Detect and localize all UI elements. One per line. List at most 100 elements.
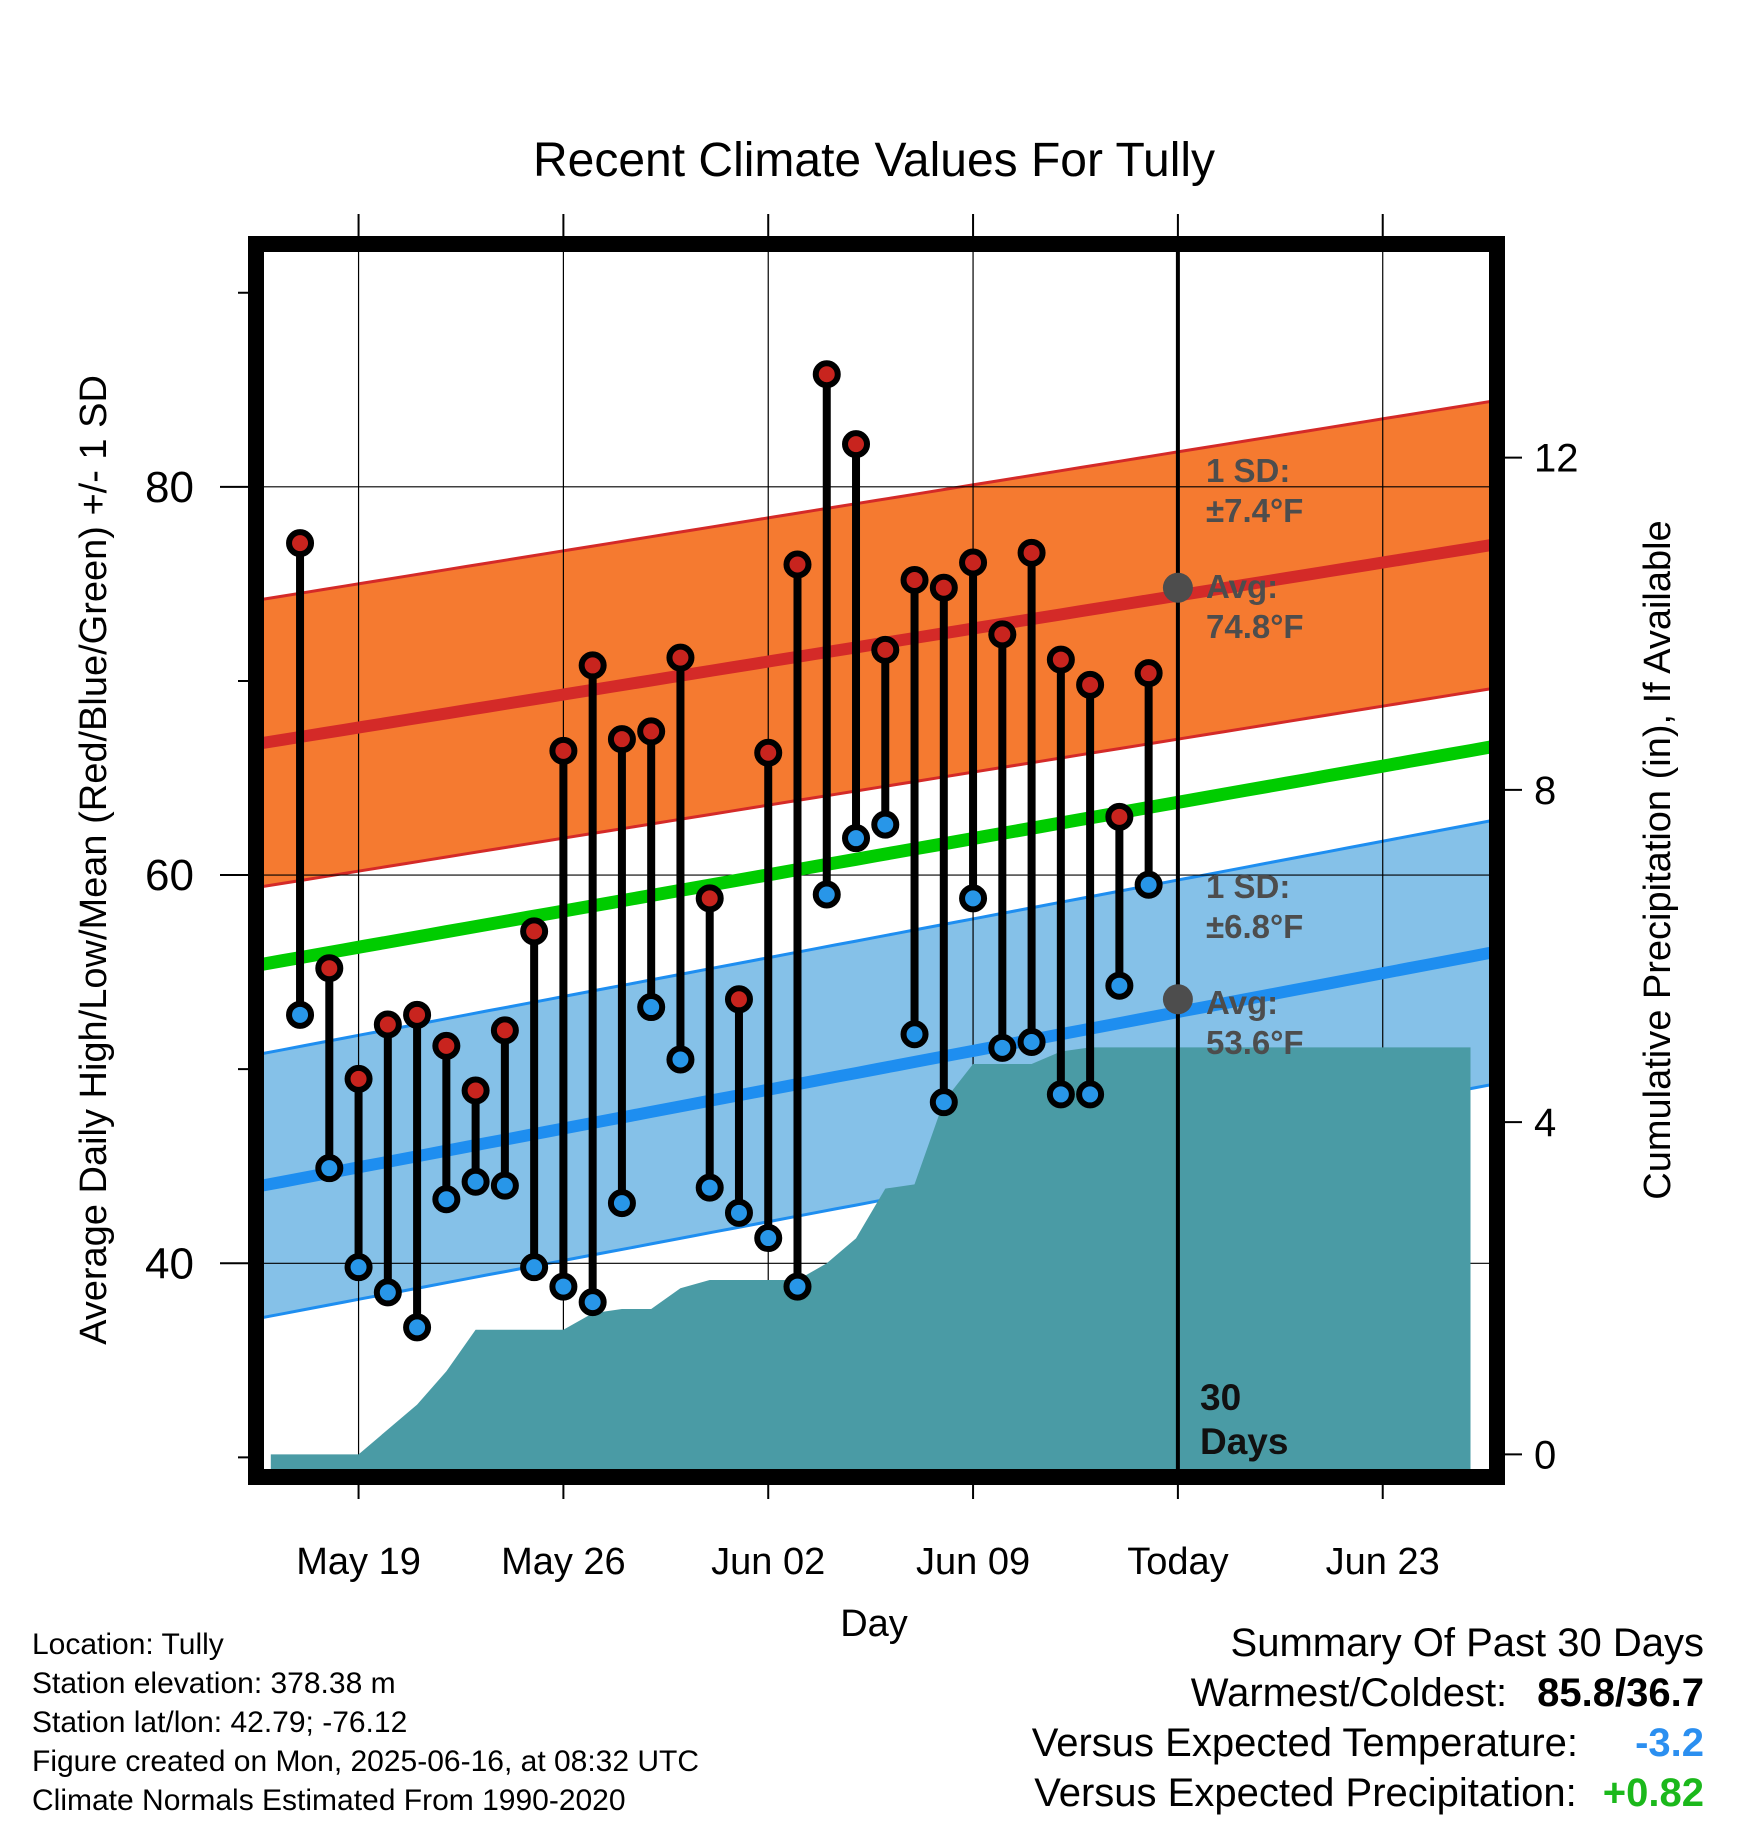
daily-high-point: [1017, 538, 1046, 567]
high-avg-label: Avg:: [1206, 568, 1278, 605]
y2-tick-label-0: 0: [1534, 1433, 1556, 1477]
normal-low-today-marker: [1162, 984, 1193, 1015]
daily-low-point: [549, 1272, 578, 1301]
x-tick-label-1: May 26: [501, 1541, 626, 1583]
temp-row: Versus Expected Temperature: -3.2: [1032, 1718, 1704, 1768]
daily-high-point: [461, 1076, 490, 1105]
daily-low-point: [315, 1154, 344, 1183]
daily-low-point: [578, 1288, 607, 1317]
daily-low-point: [783, 1272, 812, 1301]
daily-low-point: [520, 1253, 549, 1282]
precip-row: Versus Expected Precipitation: +0.82: [1032, 1768, 1704, 1818]
daily-low-point: [432, 1185, 461, 1214]
daily-low-point: [754, 1224, 783, 1253]
normal-mean-line: [262, 740, 1491, 971]
high-band-lower-edge: [262, 687, 1491, 889]
normal-annotations: 1 SD: ±7.4°F Avg: 74.8°F 1 SD: ±6.8°F Av…: [1206, 452, 1304, 1061]
daily-high-point: [900, 566, 929, 594]
today-days-line-1: 30: [1200, 1377, 1241, 1418]
daily-high-point: [754, 738, 783, 767]
created-text: Figure created on Mon, 2025-06-16, at 08…: [32, 1745, 700, 1778]
high-band-upper-edge: [262, 399, 1491, 601]
daily-low-point: [871, 810, 900, 839]
daily-high-point: [286, 529, 315, 558]
latlon-text: Station lat/lon: 42.79; -76.12: [32, 1706, 408, 1739]
today-days-line-2: Days: [1200, 1421, 1288, 1462]
station-info: Location: Tully Station elevation: 378.3…: [32, 1625, 699, 1820]
daily-low-point: [929, 1088, 958, 1117]
y-axis-label: Average Daily High/Low/Mean (Red/Blue/Gr…: [73, 375, 115, 1345]
daily-high-point: [1076, 670, 1105, 699]
chart-title: Recent Climate Values For Tully: [533, 134, 1215, 187]
high-sd-label: 1 SD:: [1206, 452, 1290, 489]
daily-high-point: [520, 917, 549, 946]
daily-high-point: [929, 573, 958, 602]
daily-points: [286, 360, 1163, 1342]
y2-tick-label-1: 4: [1534, 1101, 1556, 1145]
daily-high-point: [1105, 802, 1134, 831]
warm-cold-row: Warmest/Coldest: 85.8/36.7: [1032, 1668, 1704, 1718]
precipitation-area: [270, 1047, 1471, 1471]
daily-high-point: [988, 620, 1017, 649]
daily-low-point: [286, 1000, 315, 1029]
daily-low-point: [959, 884, 988, 913]
warm-cold-value: 85.8/36.7: [1537, 1671, 1704, 1715]
daily-high-point: [315, 954, 344, 983]
daily-low-point: [490, 1171, 519, 1200]
daily-high-point: [344, 1064, 373, 1093]
y-tick-label-2: 80: [145, 463, 194, 512]
normal-low-line: [262, 946, 1491, 1192]
daily-low-point: [403, 1313, 432, 1342]
temp-label: Versus Expected Temperature:: [1031, 1721, 1578, 1765]
low-sd-value: ±6.8°F: [1206, 908, 1303, 945]
daily-high-point: [724, 985, 753, 1014]
daily-low-point: [1076, 1080, 1105, 1109]
daily-low-point: [900, 1020, 929, 1049]
temp-value: -3.2: [1635, 1721, 1704, 1765]
high-avg-value: 74.8°F: [1206, 608, 1304, 645]
daily-low-point: [812, 880, 841, 909]
plot-area: 1 SD: ±7.4°F Avg: 74.8°F 1 SD: ±6.8°F Av…: [262, 250, 1491, 1471]
normals-text: Climate Normals Estimated From 1990-2020: [32, 1784, 626, 1817]
daily-high-point: [578, 651, 607, 680]
low-avg-value: 53.6°F: [1206, 1024, 1304, 1061]
daily-low-point: [1017, 1028, 1046, 1056]
daily-high-point: [607, 725, 636, 754]
daily-low-point: [724, 1198, 753, 1227]
daily-low-point: [461, 1167, 490, 1196]
y2-tick-label-2: 8: [1534, 769, 1556, 813]
daily-high-point: [637, 717, 666, 746]
daily-high-point: [432, 1031, 461, 1060]
y2-tick-label-3: 12: [1534, 437, 1579, 481]
low-avg-label: Avg:: [1206, 984, 1278, 1021]
plot-frame: [248, 236, 1505, 1485]
daily-high-point: [1046, 645, 1075, 674]
today-days-label: 30 Days: [1200, 1377, 1288, 1462]
daily-low-point: [1105, 971, 1134, 1000]
location-text: Location: Tully: [32, 1628, 224, 1661]
daily-high-point: [490, 1016, 519, 1045]
low-band-upper-edge: [262, 819, 1491, 1056]
precip-value: +0.82: [1602, 1771, 1704, 1815]
daily-high-point: [373, 1010, 402, 1039]
daily-low-point: [666, 1045, 695, 1074]
summary-panel: Summary Of Past 30 Days Warmest/Coldest:…: [1032, 1618, 1704, 1818]
daily-low-point: [988, 1033, 1017, 1062]
x-tick-label-2: Jun 02: [711, 1541, 825, 1583]
x-tick-label-0: May 19: [296, 1541, 421, 1583]
daily-high-point: [959, 548, 988, 577]
daily-high-point: [1134, 659, 1163, 688]
y-tick-label-1: 60: [145, 851, 194, 900]
daily-high-point: [666, 643, 695, 672]
today-marker: [1162, 250, 1193, 1471]
precip-label: Versus Expected Precipitation:: [1034, 1771, 1577, 1815]
precipitation-series: [270, 1047, 1471, 1471]
high-sd-value: ±7.4°F: [1206, 492, 1303, 529]
elevation-text: Station elevation: 378.38 m: [32, 1667, 396, 1700]
x-axis-label: Day: [840, 1603, 908, 1645]
x-tick-label-4: Today: [1127, 1541, 1228, 1583]
y2-axis-label: Cumulative Precipitation (in), If Availa…: [1637, 520, 1679, 1199]
summary-title: Summary Of Past 30 Days: [1230, 1621, 1704, 1665]
daily-low-point: [1046, 1080, 1075, 1109]
